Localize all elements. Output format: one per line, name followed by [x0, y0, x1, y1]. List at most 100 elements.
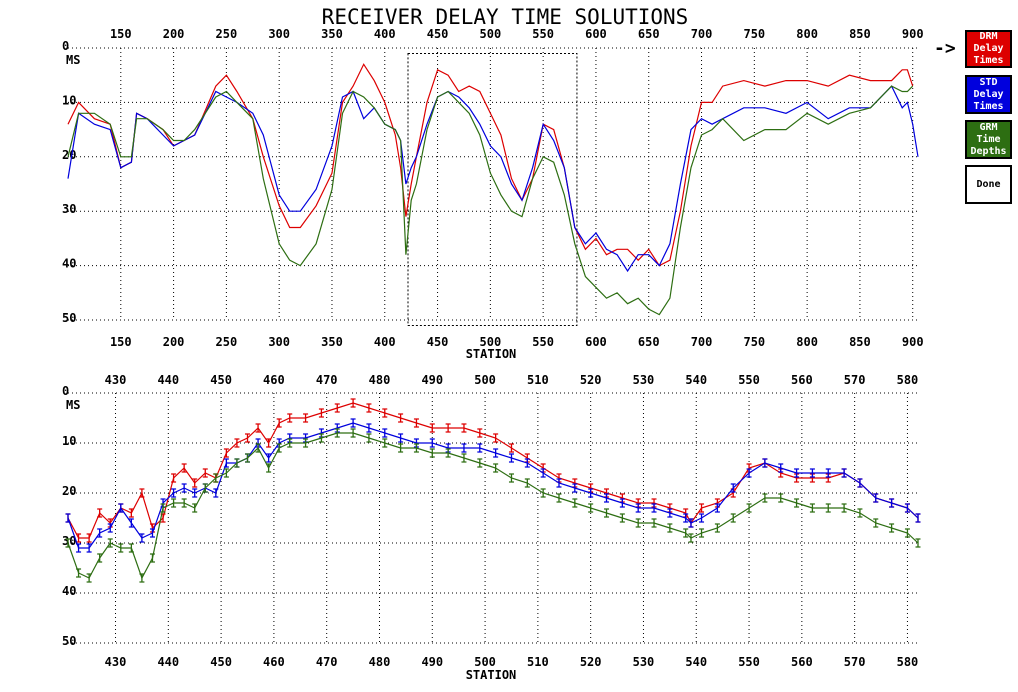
- chart-title: RECEIVER DELAY TIME SOLUTIONS: [322, 5, 689, 29]
- y-tick-label: 10: [62, 93, 76, 107]
- error-bar-grm: [276, 443, 282, 453]
- std-delay-times-button[interactable]: STD Delay Times: [965, 75, 1012, 114]
- error-bar-drm: [139, 488, 145, 498]
- series-line-drm: [67, 63, 914, 267]
- x-tick-label-top: 900: [902, 27, 924, 41]
- error-bar-std: [213, 488, 219, 498]
- std-button-line-1: STD: [979, 76, 998, 88]
- y-tick-label: 20: [62, 484, 76, 498]
- error-bar-std: [683, 513, 689, 523]
- error-bar-std: [366, 423, 372, 433]
- error-bar-std: [97, 528, 103, 538]
- error-bar-drm: [128, 508, 134, 518]
- drm-button-line-1: DRM: [979, 31, 998, 42]
- error-bar-drm: [382, 408, 388, 418]
- x-tick-label-bottom: 550: [532, 335, 554, 349]
- error-bar-grm: [524, 478, 530, 488]
- x-tick-label-bottom: 150: [110, 335, 132, 349]
- x-tick-label-top: 400: [374, 27, 396, 41]
- x-tick-label-bottom: 400: [374, 335, 396, 349]
- zoom-window-rect[interactable]: [407, 52, 578, 326]
- x-tick-label-top: 800: [796, 27, 818, 41]
- error-bar-std: [746, 468, 752, 478]
- error-bar-std: [762, 458, 768, 468]
- error-bar-std: [493, 448, 499, 458]
- error-bar-std: [86, 543, 92, 553]
- error-bar-std: [794, 468, 800, 478]
- error-bar-grm: [651, 518, 657, 528]
- error-bar-grm: [65, 538, 71, 548]
- error-bar-drm: [508, 443, 514, 453]
- error-bar-drm: [350, 398, 356, 408]
- error-bar-std: [382, 428, 388, 438]
- series-line-grm: [67, 85, 914, 316]
- error-bar-grm: [350, 428, 356, 438]
- x-tick-label-bottom: 500: [480, 335, 502, 349]
- x-tick-label-top: 250: [216, 27, 238, 41]
- done-button-label: Done: [976, 178, 1001, 190]
- error-bar-grm: [334, 428, 340, 438]
- x-tick-label-top: 550: [738, 373, 760, 387]
- error-bar-grm: [234, 458, 240, 468]
- error-bar-drm: [398, 413, 404, 423]
- error-bar-drm: [303, 413, 309, 423]
- error-bar-grm: [445, 448, 451, 458]
- error-bar-grm: [118, 543, 124, 553]
- x-tick-label-bottom: 480: [369, 655, 391, 669]
- error-bar-std: [825, 468, 831, 478]
- error-bar-std: [604, 493, 610, 503]
- error-bar-std: [524, 458, 530, 468]
- x-tick-label-bottom: 570: [844, 655, 866, 669]
- grm-button-line-1: GRM: [979, 121, 998, 133]
- x-tick-label-top: 200: [163, 27, 185, 41]
- error-bar-std: [730, 483, 736, 493]
- error-bar-drm: [245, 433, 251, 443]
- x-tick-label-bottom: 580: [897, 655, 919, 669]
- x-tick-label-bottom: 650: [638, 335, 660, 349]
- error-bar-drm: [181, 463, 187, 473]
- done-button[interactable]: Done: [965, 165, 1012, 204]
- error-bar-grm: [841, 503, 847, 513]
- zoom-chart[interactable]: 430 430 440 440 450 450 460 460 470 470 480 480 490 4…: [62, 373, 921, 682]
- drm-button-line-3: Times: [973, 55, 1004, 66]
- x-tick-label-bottom: 510: [527, 655, 549, 669]
- error-bar-std: [128, 518, 134, 528]
- error-bar-grm: [572, 498, 578, 508]
- error-bar-grm: [915, 538, 921, 548]
- error-bar-std: [619, 498, 625, 508]
- x-tick-label-top: 490: [421, 373, 443, 387]
- x-tick-label-bottom: 530: [633, 655, 655, 669]
- series-line-std: [67, 422, 919, 549]
- x-tick-label-bottom: 250: [216, 335, 238, 349]
- error-bar-grm: [809, 503, 815, 513]
- error-bar-grm: [857, 508, 863, 518]
- x-tick-label-bottom: 550: [738, 655, 760, 669]
- drm-delay-times-button[interactable]: DRM Delay Times: [965, 30, 1012, 68]
- error-bar-grm: [667, 523, 673, 533]
- x-tick-label-bottom: 470: [316, 655, 338, 669]
- error-bar-grm: [477, 458, 483, 468]
- grm-time-depths-button[interactable]: GRM Time Depths: [965, 120, 1012, 159]
- error-bar-std: [461, 443, 467, 453]
- y-tick-label: 30: [62, 202, 76, 216]
- x-tick-label-top: 850: [849, 27, 871, 41]
- error-bar-grm: [461, 453, 467, 463]
- error-bar-grm: [825, 503, 831, 513]
- x-tick-label-bottom: 300: [268, 335, 290, 349]
- x-tick-label-bottom: 900: [902, 335, 924, 349]
- x-tick-label-bottom: 560: [791, 655, 813, 669]
- error-bar-grm: [683, 528, 689, 538]
- error-bar-drm: [493, 433, 499, 443]
- error-bar-drm: [86, 533, 92, 543]
- error-bar-grm: [413, 443, 419, 453]
- x-tick-label-top: 650: [638, 27, 660, 41]
- error-bar-grm: [149, 553, 155, 563]
- error-bar-drm: [461, 423, 467, 433]
- error-bar-std: [699, 513, 705, 523]
- error-bar-std: [809, 468, 815, 478]
- error-bar-drm: [699, 503, 705, 513]
- overview-chart[interactable]: 1501502002002502503003003503504004004504…: [62, 27, 924, 361]
- error-bar-std: [651, 503, 657, 513]
- y-tick-label: 40: [62, 584, 76, 598]
- error-bar-std: [266, 453, 272, 463]
